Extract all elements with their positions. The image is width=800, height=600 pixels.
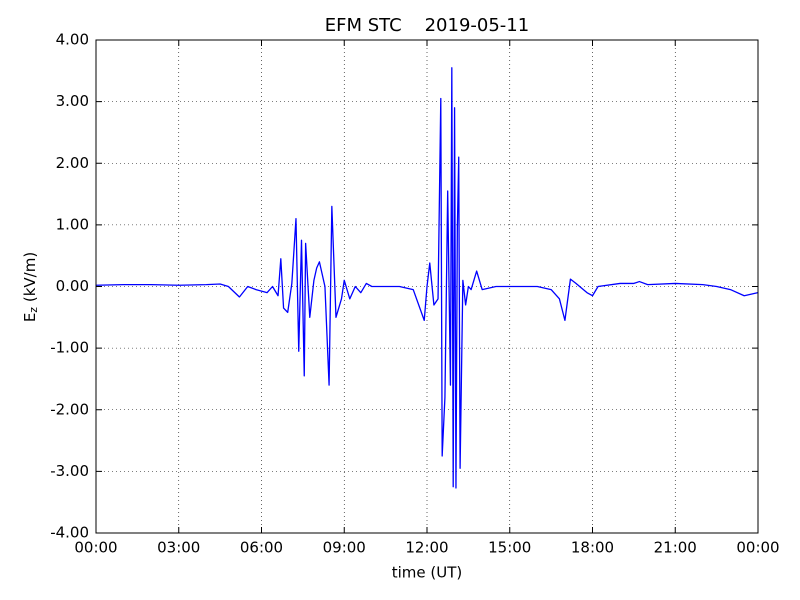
x-tick-label: 18:00	[571, 539, 614, 557]
y-tick-label: 4.00	[56, 31, 89, 49]
x-tick-label: 00:00	[74, 539, 117, 557]
y-label-main: E	[21, 313, 39, 322]
y-tick-label: 0.00	[56, 277, 89, 295]
data-line	[95, 67, 759, 489]
plot-frame	[95, 39, 759, 534]
y-tick-label: -1.00	[50, 339, 89, 357]
chart-title: EFM STC 2019-05-11	[325, 15, 529, 36]
x-tick-label: 03:00	[157, 539, 200, 557]
y-tick-label: 3.00	[56, 92, 89, 110]
x-tick-label: 15:00	[488, 539, 531, 557]
x-tick-label: 21:00	[654, 539, 697, 557]
y-tick-label: 1.00	[56, 215, 89, 233]
y-label-sub: z	[27, 307, 40, 313]
x-axis-label: time (UT)	[392, 564, 463, 582]
x-tick-label: 09:00	[323, 539, 366, 557]
x-tick-label: 00:00	[736, 539, 779, 557]
x-tick-label: 12:00	[405, 539, 448, 557]
x-tick-label: 06:00	[240, 539, 283, 557]
y-label-rest: (kV/m)	[21, 252, 39, 307]
y-tick-label: -3.00	[50, 462, 89, 480]
y-axis-label: Ez (kV/m)	[21, 252, 41, 322]
y-tick-label: -2.00	[50, 400, 89, 418]
y-tick-label: -4.00	[50, 524, 89, 542]
y-tick-label: 2.00	[56, 154, 89, 172]
